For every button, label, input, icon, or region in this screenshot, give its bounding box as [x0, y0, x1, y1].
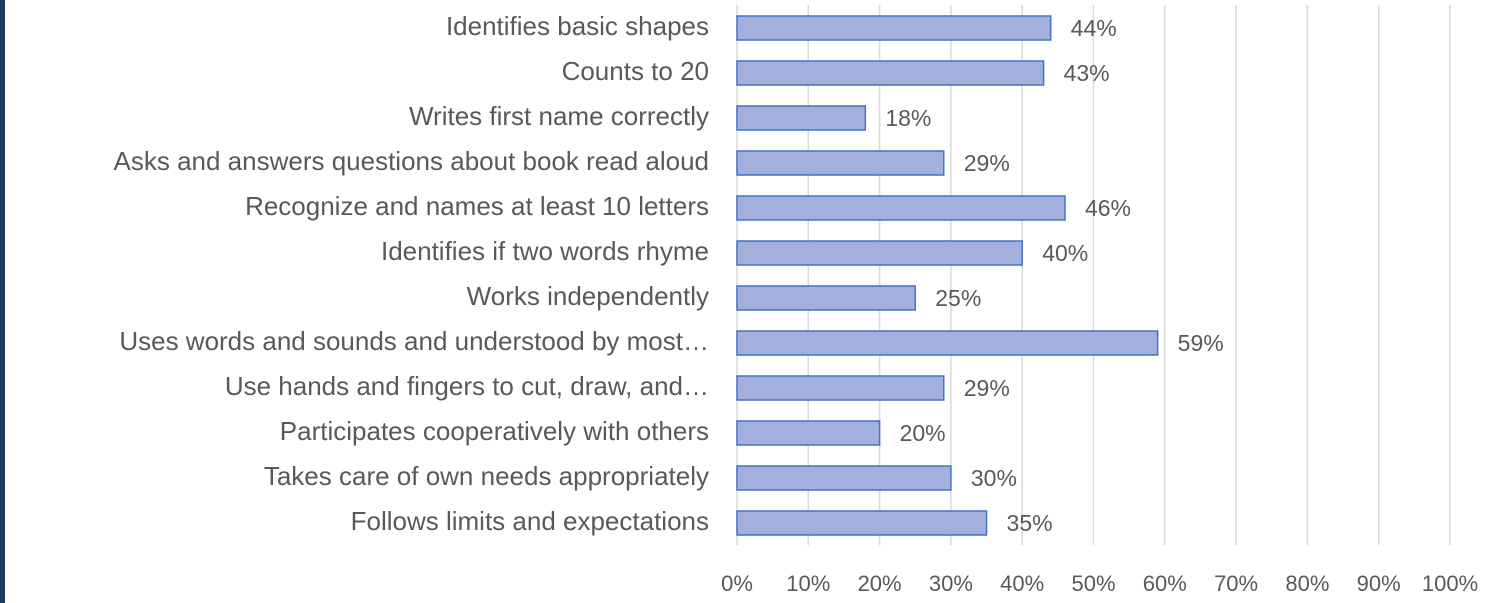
category-label: Use hands and fingers to cut, draw, and… — [225, 371, 709, 401]
bar — [736, 330, 1159, 356]
x-tick-label: 50% — [1071, 571, 1115, 596]
category-label: Participates cooperatively with others — [280, 416, 709, 446]
x-tick-label: 60% — [1143, 571, 1187, 596]
x-tick-label: 100% — [1422, 571, 1478, 596]
category-label: Works independently — [467, 281, 709, 311]
bar — [736, 195, 1066, 221]
x-tick-label: 0% — [721, 571, 753, 596]
category-label: Asks and answers questions about book re… — [114, 146, 710, 176]
value-label: 30% — [971, 465, 1017, 491]
category-label: Takes care of own needs appropriately — [264, 461, 709, 491]
bar — [736, 15, 1052, 41]
bar — [736, 375, 945, 401]
x-tick-label: 70% — [1214, 571, 1258, 596]
category-label: Follows limits and expectations — [351, 506, 709, 536]
value-label: 43% — [1064, 60, 1110, 86]
x-tick-label: 40% — [1000, 571, 1044, 596]
value-label: 46% — [1085, 195, 1131, 221]
value-label: 20% — [900, 420, 946, 446]
bar — [736, 510, 988, 536]
category-label: Identifies basic shapes — [446, 11, 709, 41]
bar — [736, 240, 1023, 266]
value-label: 35% — [1007, 510, 1053, 536]
value-label: 25% — [935, 285, 981, 311]
value-label: 40% — [1042, 240, 1088, 266]
bar — [736, 420, 881, 446]
bar — [736, 465, 952, 491]
x-tick-label: 90% — [1357, 571, 1401, 596]
category-label: Recognize and names at least 10 letters — [245, 191, 709, 221]
x-tick-label: 30% — [929, 571, 973, 596]
value-label: 29% — [964, 150, 1010, 176]
category-label: Identifies if two words rhyme — [381, 236, 709, 266]
value-label: 44% — [1071, 15, 1117, 41]
value-label: 59% — [1178, 330, 1224, 356]
x-tick-label: 20% — [858, 571, 902, 596]
value-label: 29% — [964, 375, 1010, 401]
bar — [736, 60, 1045, 86]
bar — [736, 150, 945, 176]
x-tick-label: 80% — [1285, 571, 1329, 596]
bar — [736, 105, 867, 131]
category-label: Writes first name correctly — [409, 101, 709, 131]
category-label: Uses words and sounds and understood by … — [119, 326, 709, 356]
bar — [736, 285, 916, 311]
category-label: Counts to 20 — [562, 56, 709, 86]
x-tick-label: 10% — [786, 571, 830, 596]
frame-edge — [0, 0, 5, 603]
value-label: 18% — [885, 105, 931, 131]
